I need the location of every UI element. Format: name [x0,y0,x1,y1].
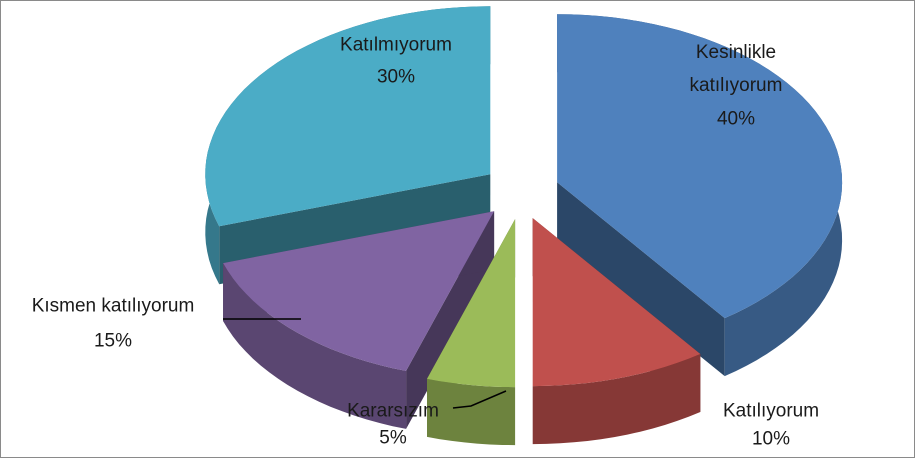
slice-label: Kararsızım [347,400,439,422]
slice [205,6,491,227]
slice-label: Katılmıyorum [340,34,452,56]
slice-side [557,182,725,377]
slice-value-label: 40% [716,108,756,130]
slice [532,218,701,387]
slice-wall [532,354,701,445]
slice [557,14,843,319]
slice-label: Kısmen katılıyorum [31,295,195,317]
slice-value-label: 5% [379,427,407,449]
slice-value-label: 30% [376,66,416,88]
slice-label: Katılıyorum [722,400,820,422]
slice [223,211,495,371]
slice-wall [427,378,516,446]
leader-line [452,390,507,409]
slice-wall [223,263,407,429]
slice-label: Kesinlikle katılıyorum [689,42,783,96]
slice [427,219,516,388]
slice-value-label: 10% [751,428,791,450]
slice-value-label: 15% [93,330,133,352]
